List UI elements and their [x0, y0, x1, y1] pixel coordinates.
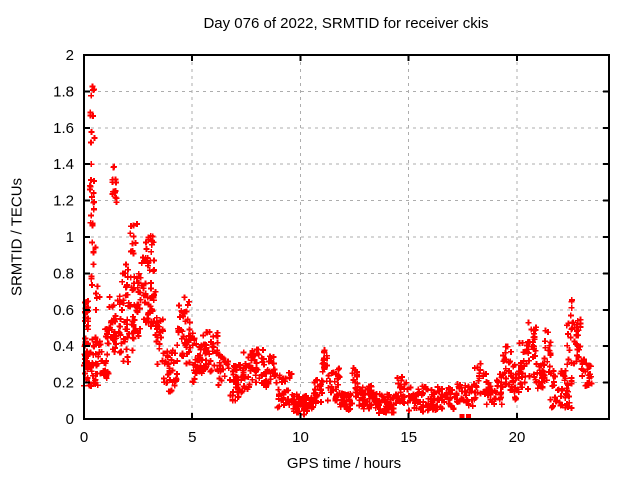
outlier-point	[465, 413, 471, 419]
y-tick-label: 1.8	[53, 83, 74, 100]
data-points	[81, 83, 595, 418]
y-tick-label: 0.2	[53, 375, 74, 392]
y-axis-label: SRMTID / TECUs	[8, 177, 26, 297]
y-tick-label: 1	[66, 229, 74, 246]
y-tick-label: 0.8	[53, 265, 74, 282]
x-tick-label: 0	[80, 429, 88, 446]
outlier-point	[459, 413, 465, 419]
y-tick-label: 0.4	[53, 338, 74, 355]
x-tick-label: 15	[400, 429, 417, 446]
y-tick-label: 0	[66, 411, 74, 428]
x-tick-label: 20	[509, 429, 526, 446]
x-axis-label: GPS time / hours	[286, 455, 402, 472]
y-tick-label: 2	[66, 47, 74, 64]
y-tick-label: 1.6	[53, 120, 74, 137]
y-tick-label: 0.6	[53, 302, 74, 319]
x-tick-label: 10	[292, 429, 309, 446]
x-tick-label: 5	[188, 429, 196, 446]
chart-title: Day 076 of 2022, SRMTID for receiver cki…	[203, 15, 489, 32]
y-tick-label: 1.4	[53, 156, 74, 173]
y-tick-label: 1.2	[53, 193, 74, 210]
